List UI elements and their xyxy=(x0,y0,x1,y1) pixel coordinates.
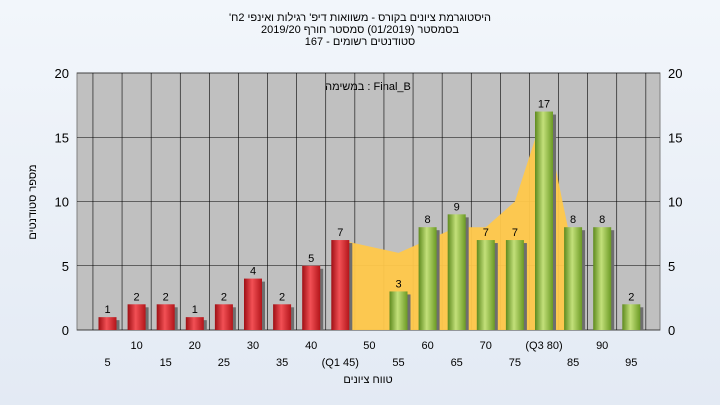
x-tick-label: 30 xyxy=(247,340,259,352)
x-tick-label: 35 xyxy=(276,357,288,369)
bar-value-label: 5 xyxy=(308,253,314,265)
bar xyxy=(622,304,641,330)
bar xyxy=(389,291,408,330)
bar-value-label: 8 xyxy=(425,214,431,226)
y-tick-label-left: 20 xyxy=(55,66,69,81)
y-tick-label-right: 15 xyxy=(668,130,682,145)
y-axis-label: מספר סטודנטים xyxy=(27,164,39,239)
bar xyxy=(214,304,233,330)
x-tick-label: 5 xyxy=(104,357,110,369)
x-tick-label: 25 xyxy=(218,357,230,369)
bar xyxy=(98,317,117,330)
x-tick-label: 10 xyxy=(130,340,142,352)
bar-value-label: 7 xyxy=(512,227,518,239)
bar xyxy=(593,227,612,330)
x-tick-label: 55 xyxy=(392,357,404,369)
x-tick-label: 60 xyxy=(421,340,433,352)
x-tick-label: (Q3 80) xyxy=(525,340,562,352)
y-tick-label-right: 10 xyxy=(668,195,682,210)
bar-value-label: 2 xyxy=(134,291,140,303)
x-tick-label: 15 xyxy=(160,357,172,369)
bar xyxy=(185,317,204,330)
y-tick-label-left: 5 xyxy=(62,259,69,274)
bar-value-label: 7 xyxy=(337,227,343,239)
bar xyxy=(447,214,466,330)
bar-value-label: 3 xyxy=(395,278,401,290)
bar-value-label: 17 xyxy=(538,99,550,111)
x-axis-label: טווח ציונים xyxy=(343,374,392,386)
bar xyxy=(127,304,146,330)
bar xyxy=(156,304,175,330)
x-tick-label: 70 xyxy=(480,340,492,352)
chart-title-line-2: בסמסטר (01/2019) סמסטר חורף 2019/20 xyxy=(260,24,460,36)
x-tick-label: 20 xyxy=(189,340,201,352)
y-tick-label-left: 10 xyxy=(55,195,69,210)
y-tick-label-left: 15 xyxy=(55,130,69,145)
bar-value-label: 2 xyxy=(163,291,169,303)
bar xyxy=(244,278,262,330)
bar xyxy=(564,227,583,330)
x-tick-label: (Q1 45) xyxy=(322,357,359,369)
y-tick-label-right: 0 xyxy=(668,323,675,338)
x-tick-label: 75 xyxy=(509,357,521,369)
bar xyxy=(535,111,553,330)
bar-value-label: 2 xyxy=(628,291,634,303)
bar-value-label: 2 xyxy=(221,291,227,303)
bar-value-label: 9 xyxy=(454,201,460,213)
y-tick-label-right: 5 xyxy=(668,259,675,274)
bar xyxy=(273,304,292,330)
x-tick-label: 95 xyxy=(625,357,637,369)
y-tick-label-right: 20 xyxy=(668,66,682,81)
x-tick-label: 90 xyxy=(596,340,608,352)
x-tick-label: 85 xyxy=(567,357,579,369)
bar xyxy=(505,240,524,330)
x-tick-label: 65 xyxy=(451,357,463,369)
chart-title-line-1: 'היסטוגרמת ציונים בקורס - משוואות דיפ' ר… xyxy=(228,12,492,24)
chart-title-line-3: סטודנטים רשומים - 167 xyxy=(304,36,416,48)
bar-value-label: 8 xyxy=(599,214,605,226)
x-tick-label: 50 xyxy=(363,340,375,352)
chart-subtitle: במשימה : Final_B xyxy=(325,81,411,93)
bar xyxy=(302,265,321,330)
y-tick-label-left: 0 xyxy=(62,323,69,338)
bar xyxy=(331,240,350,330)
bar xyxy=(418,227,437,330)
x-tick-label: 40 xyxy=(305,340,317,352)
bar-value-label: 2 xyxy=(279,291,285,303)
bar-value-label: 7 xyxy=(483,227,489,239)
bar-value-label: 8 xyxy=(570,214,576,226)
bar-value-label: 1 xyxy=(104,304,110,316)
bar-value-label: 1 xyxy=(192,304,198,316)
bar-value-label: 4 xyxy=(250,266,256,278)
bar xyxy=(476,240,495,330)
